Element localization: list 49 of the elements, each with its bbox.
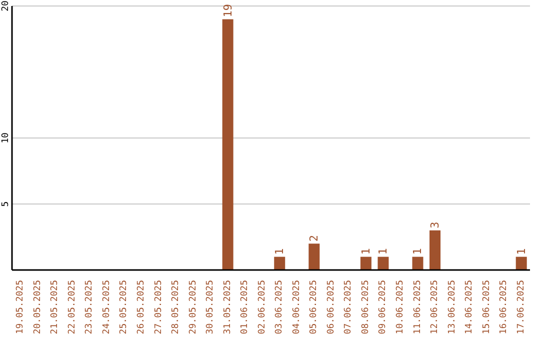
data-label: 2 (308, 234, 321, 242)
bar (222, 19, 234, 270)
data-label: 1 (411, 248, 424, 255)
y-tick-label: 20 (1, 0, 11, 12)
x-tick-label: 06.06.2025 (326, 280, 336, 334)
x-tick-label: 09.06.2025 (378, 280, 388, 334)
y-tick-label: 10 (1, 132, 11, 144)
x-tick-label: 14.06.2025 (464, 280, 475, 334)
bar (412, 256, 424, 270)
data-label: 1 (273, 248, 286, 255)
x-tick-label: 05.06.2025 (309, 280, 320, 334)
x-tick-label: 22.05.2025 (67, 280, 78, 334)
x-tick-label: 29.05.2025 (188, 280, 198, 334)
bar (308, 244, 320, 270)
x-tick-label: 23.05.2025 (84, 280, 95, 334)
data-label: 3 (428, 222, 442, 228)
x-tick-label: 24.05.2025 (102, 280, 112, 334)
x-tick-label: 31.05.2025 (222, 280, 233, 334)
x-tick-label: 17.06.2025 (516, 280, 526, 334)
x-tick-label: 21.05.2025 (50, 280, 60, 334)
bar (430, 230, 441, 270)
x-tick-label: 26.05.2025 (136, 280, 146, 334)
x-tick-label: 12.06.2025 (430, 280, 440, 334)
x-tick-label: 13.06.2025 (447, 280, 458, 334)
x-tick-label: 20.05.2025 (32, 280, 43, 334)
x-tick-label: 02.06.2025 (257, 280, 268, 334)
x-tick-label: 10.06.2025 (396, 280, 406, 334)
x-tick-label: 01.06.2025 (240, 280, 250, 334)
data-label: 1 (359, 248, 372, 255)
x-tick-label: 28.05.2025 (171, 280, 182, 334)
x-tick-label: 04.06.2025 (292, 280, 302, 334)
x-tick-label: 11.06.2025 (412, 280, 423, 334)
x-tick-label: 30.05.2025 (206, 280, 216, 334)
x-tick-label: 19.05.2025 (16, 280, 26, 334)
x-tick-label: 03.06.2025 (274, 280, 285, 334)
bar (516, 256, 527, 270)
x-tick-label: 16.06.2025 (499, 280, 510, 334)
data-label: 1 (376, 248, 390, 255)
bar (274, 256, 286, 270)
x-tick-label: 08.06.2025 (360, 280, 371, 334)
bar (378, 256, 389, 270)
x-tick-label: 07.06.2025 (344, 280, 354, 334)
x-tick-label: 27.05.2025 (154, 280, 164, 334)
y-tick-label: 5 (1, 201, 11, 207)
x-tick-label: 25.05.2025 (119, 280, 130, 334)
bar (360, 256, 372, 270)
data-label: 19 (221, 4, 234, 18)
data-label: 1 (514, 248, 528, 255)
x-tick-label: 15.06.2025 (482, 280, 492, 334)
